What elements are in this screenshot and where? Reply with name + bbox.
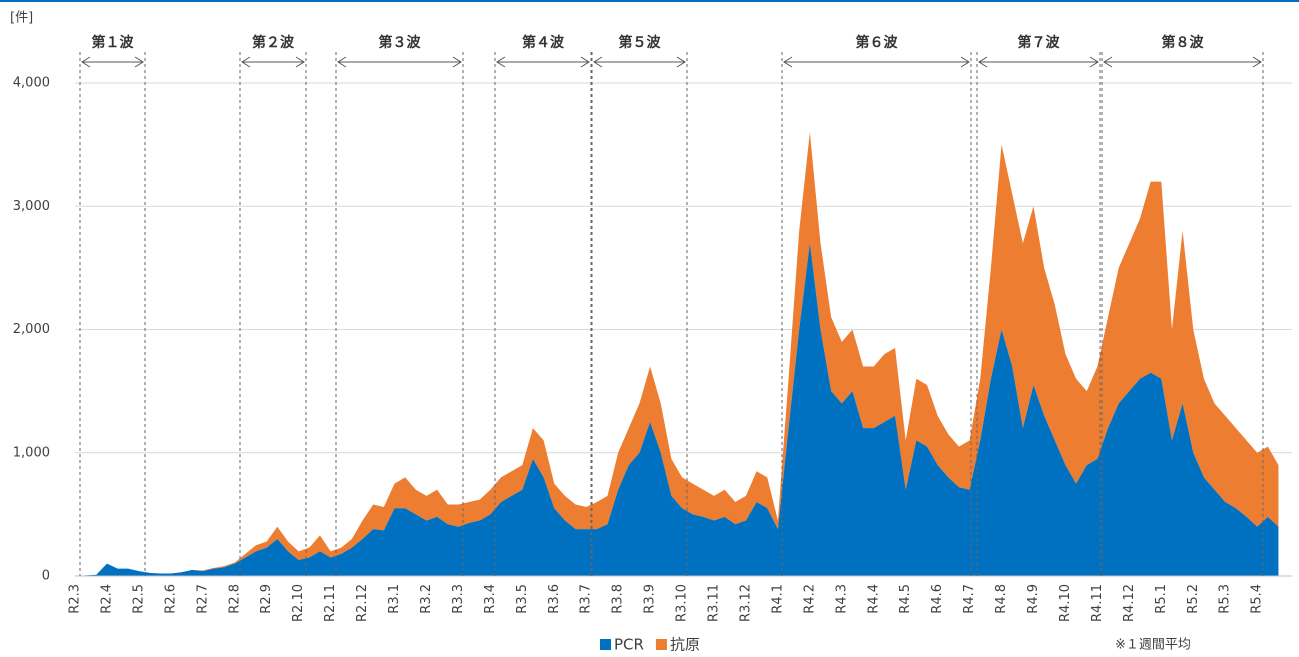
legend-label: PCR (614, 636, 644, 654)
x-tick-label: R4.8 (994, 584, 1009, 614)
wave-arrowhead (241, 56, 305, 68)
wave-arrowhead (81, 56, 144, 68)
area-antigen (75, 132, 1279, 577)
y-tick-label: 0 (42, 569, 50, 584)
x-tick-label: R4.12 (1122, 584, 1137, 622)
wave-label: 第６波 (856, 34, 899, 51)
x-tick-label: R3.11 (707, 584, 722, 622)
x-tick-label: R3.8 (611, 584, 626, 614)
wave-label: 第３波 (379, 34, 422, 51)
wave-label: 第５波 (619, 34, 662, 51)
wave-label: 第１波 (92, 34, 135, 51)
x-tick-label: R2.11 (323, 584, 338, 622)
x-tick-label: R5.1 (1154, 584, 1169, 614)
x-tick-label: R4.4 (866, 584, 881, 614)
legend-swatch (600, 639, 611, 650)
x-tick-label: R4.11 (1090, 584, 1105, 622)
wave-label: 第２波 (252, 34, 295, 51)
x-tick-label: R4.7 (962, 584, 977, 614)
x-tick-label: R2.3 (68, 584, 83, 614)
y-tick-label: 3,000 (13, 199, 50, 214)
y-unit: [件] (10, 11, 33, 26)
x-tick-label: R4.6 (930, 584, 945, 614)
wave-arrowhead (337, 56, 462, 68)
legend-swatch (655, 639, 667, 650)
x-tick-label: R3.12 (738, 584, 753, 622)
x-tick-label: R2.12 (355, 584, 370, 622)
note: ※１週間平均 (1115, 638, 1191, 653)
wave-arrowhead (1103, 56, 1262, 68)
x-tick-label: R3.5 (515, 584, 530, 614)
x-tick-label: R4.3 (834, 584, 849, 614)
x-tick-label: R3.6 (547, 584, 562, 614)
x-tick-label: R3.7 (579, 584, 594, 614)
x-tick-label: R4.5 (898, 584, 913, 614)
area-pcr (75, 243, 1279, 576)
x-tick-label: R3.1 (387, 584, 402, 614)
x-tick-label: R5.3 (1218, 584, 1233, 614)
legend-label: 抗原 (670, 636, 700, 654)
x-tick-label: R3.10 (675, 584, 690, 622)
x-tick-label: R4.9 (1026, 584, 1041, 614)
y-tick-label: 2,000 (13, 322, 50, 337)
wave-arrowhead (496, 56, 590, 68)
x-tick-label: R2.7 (195, 584, 210, 614)
y-tick-label: 4,000 (13, 76, 50, 91)
x-tick-label: R2.9 (259, 584, 274, 614)
x-tick-label: R3.4 (483, 584, 498, 614)
x-tick-label: R5.4 (1250, 584, 1265, 614)
wave-arrowhead (978, 56, 1099, 68)
x-tick-label: R2.10 (291, 584, 306, 622)
x-tick-label: R4.2 (802, 584, 817, 614)
x-tick-label: R3.9 (643, 584, 658, 614)
wave-arrowhead (593, 56, 686, 68)
x-tick-label: R4.10 (1058, 584, 1073, 622)
wave-label: 第８波 (1162, 34, 1205, 51)
wave-label: 第４波 (522, 34, 565, 51)
x-tick-label: R5.2 (1186, 584, 1201, 614)
x-tick-label: R2.8 (227, 584, 242, 614)
x-tick-label: R4.1 (770, 584, 785, 614)
y-tick-label: 1,000 (13, 445, 50, 460)
wave-label: 第７波 (1018, 34, 1061, 51)
x-tick-label: R3.2 (419, 584, 434, 614)
x-tick-label: R3.3 (451, 584, 466, 614)
x-tick-label: R2.5 (131, 584, 146, 614)
x-tick-label: R2.6 (163, 584, 178, 614)
wave-arrowhead (783, 56, 970, 68)
x-tick-label: R2.4 (99, 584, 114, 614)
